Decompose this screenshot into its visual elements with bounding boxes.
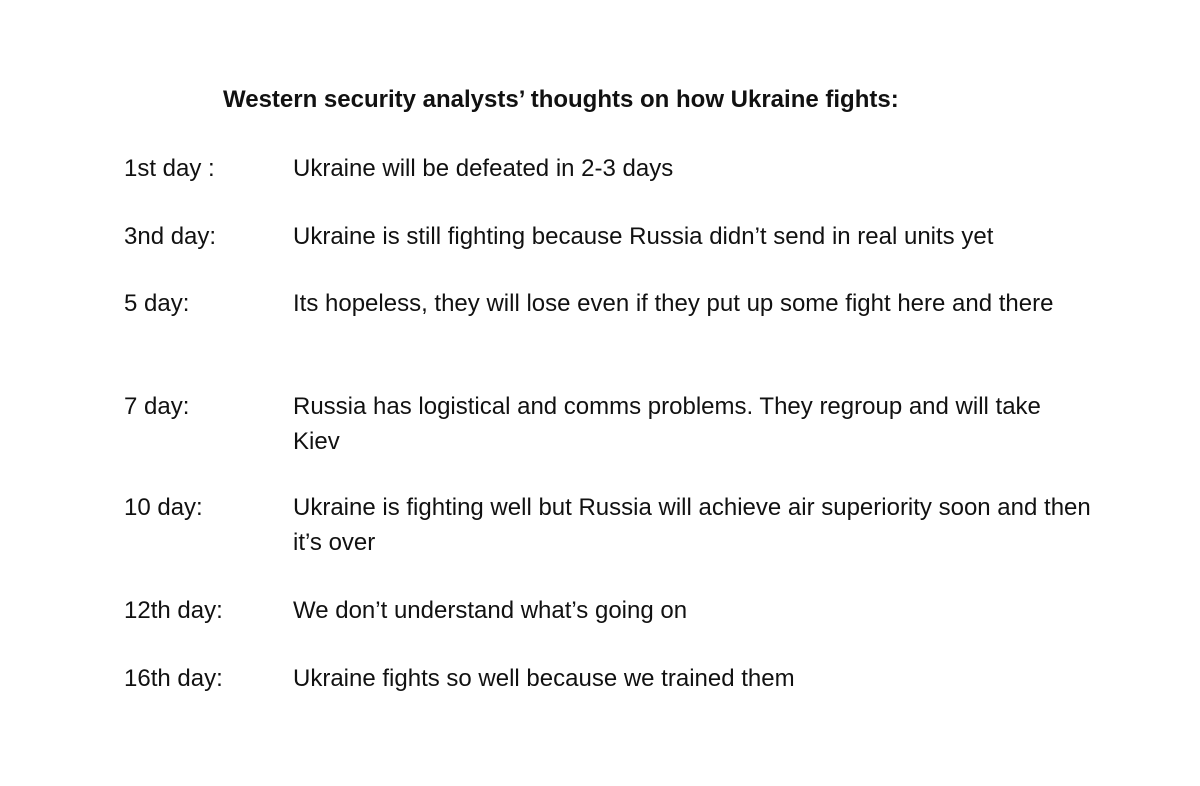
day-label: 16th day: xyxy=(124,665,223,692)
entry-text: Ukraine fights so well because we traine… xyxy=(293,665,795,692)
entry-text: Its hopeless, they will lose even if the… xyxy=(293,290,1054,317)
day-label: 12th day: xyxy=(124,597,223,624)
entry-text: Russia has logistical and comms problems… xyxy=(293,393,1041,455)
entry-text: Ukraine is still fighting because Russia… xyxy=(293,223,994,250)
day-label: 3nd day: xyxy=(124,223,217,250)
entry-text: Ukraine is fighting well but Russia will… xyxy=(293,494,1091,556)
day-label: 7 day: xyxy=(124,393,190,420)
entry-text: Ukraine will be defeated in 2-3 days xyxy=(293,155,674,182)
day-label: 10 day: xyxy=(124,494,203,521)
day-label: 5 day: xyxy=(124,290,190,317)
document-title: Western security analysts’ thoughts on h… xyxy=(223,86,899,113)
day-label: 1st day : xyxy=(124,155,215,182)
entry-text: We don’t understand what’s going on xyxy=(293,597,688,624)
